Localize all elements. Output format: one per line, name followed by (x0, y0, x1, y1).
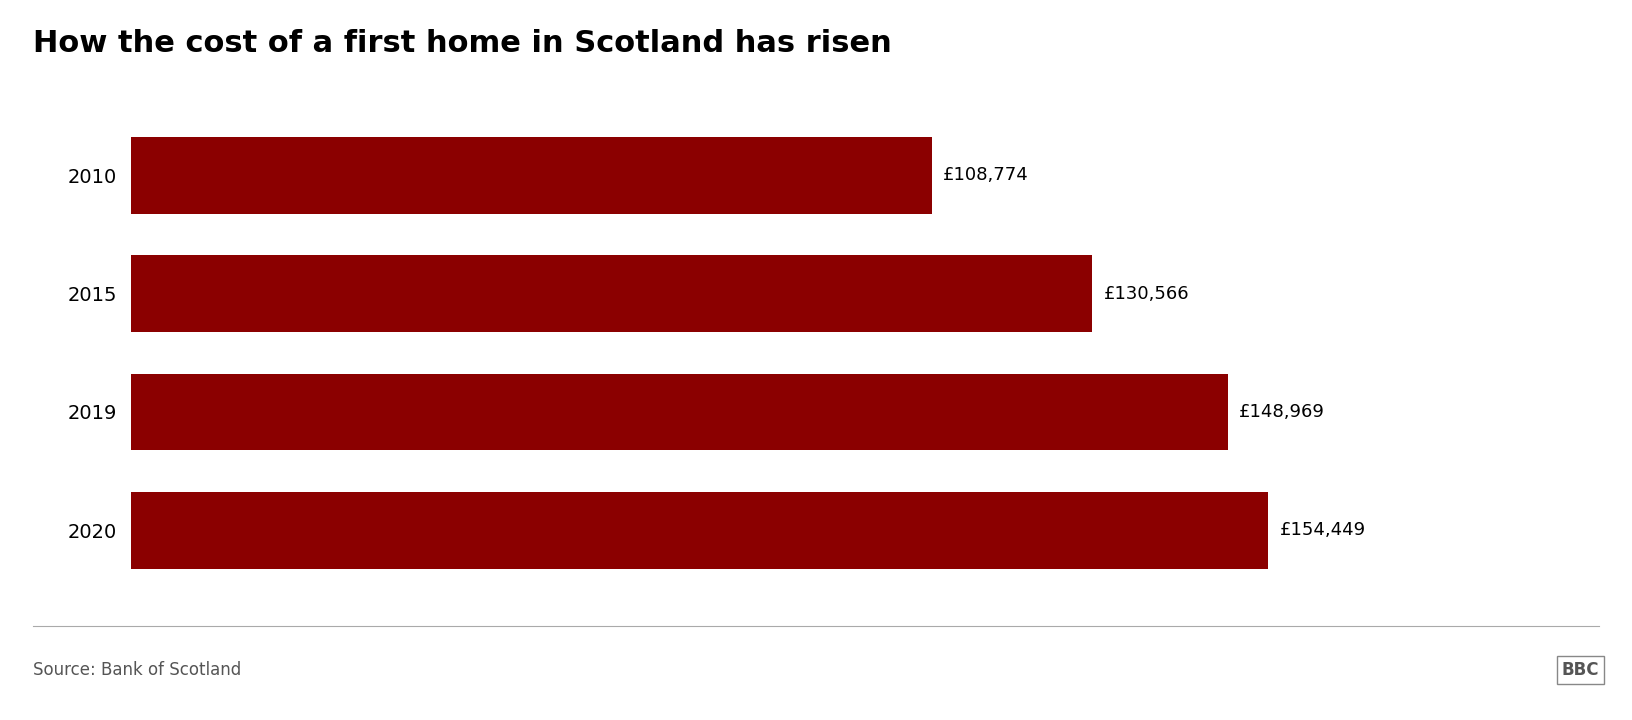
Text: Source: Bank of Scotland: Source: Bank of Scotland (33, 661, 242, 678)
Bar (131, 255, 1092, 332)
Text: £108,774: £108,774 (943, 166, 1028, 184)
Text: £154,449: £154,449 (1279, 521, 1366, 539)
Bar (131, 492, 1268, 569)
Bar (131, 374, 1227, 451)
Bar (131, 137, 932, 214)
Text: How the cost of a first home in Scotland has risen: How the cost of a first home in Scotland… (33, 29, 891, 58)
Text: £130,566: £130,566 (1103, 284, 1190, 302)
Text: BBC: BBC (1562, 661, 1599, 678)
Text: £148,969: £148,969 (1239, 403, 1325, 421)
